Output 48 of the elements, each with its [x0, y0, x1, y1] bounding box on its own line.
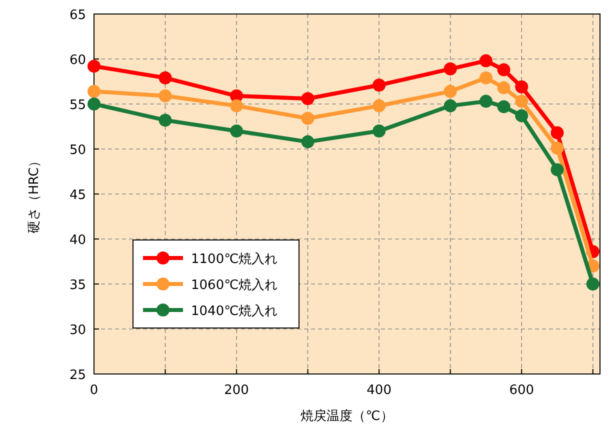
x-tick-label: 400 — [366, 383, 392, 398]
point — [301, 92, 314, 106]
point — [230, 99, 244, 112]
point — [88, 98, 100, 110]
legend-label: 1040℃焼入れ — [191, 304, 278, 319]
x-axis-title: 焼戻温度（℃） — [300, 408, 394, 424]
point — [372, 78, 386, 92]
point — [444, 99, 457, 112]
point — [444, 62, 457, 76]
point — [497, 81, 510, 94]
point — [515, 94, 528, 108]
y-tick-label: 50 — [69, 143, 86, 158]
point — [515, 80, 528, 94]
y-tick-label: 30 — [69, 323, 86, 338]
point — [372, 124, 386, 138]
point — [88, 60, 100, 73]
point — [372, 99, 386, 112]
point — [301, 135, 314, 148]
point — [550, 126, 564, 140]
x-tick-label: 200 — [224, 383, 249, 398]
y-tick-label: 40 — [69, 233, 86, 248]
legend-label: 1060℃焼入れ — [191, 278, 278, 293]
point — [158, 89, 172, 102]
y-tick-label: 35 — [69, 278, 86, 293]
point — [444, 84, 457, 98]
point — [88, 84, 100, 98]
y-tick-label: 55 — [69, 98, 86, 113]
point — [550, 163, 564, 176]
point — [158, 114, 172, 127]
point — [479, 54, 492, 68]
y-tick-label: 25 — [69, 368, 86, 383]
point — [158, 71, 172, 84]
point — [550, 142, 564, 155]
legend-label: 1100℃焼入れ — [191, 252, 278, 267]
point — [301, 112, 314, 125]
point — [497, 100, 510, 114]
y-tick-label: 65 — [69, 8, 86, 23]
point — [479, 71, 492, 84]
x-tick-label: 0 — [90, 383, 98, 398]
y-axis-title: 硬さ（HRC） — [27, 154, 42, 234]
point — [479, 94, 492, 108]
y-tick-label: 45 — [69, 188, 86, 203]
point — [230, 124, 244, 138]
point — [515, 109, 528, 122]
y-tick-label: 60 — [69, 53, 86, 68]
x-tick-label: 600 — [509, 383, 534, 398]
point — [497, 63, 510, 76]
point — [586, 278, 600, 290]
